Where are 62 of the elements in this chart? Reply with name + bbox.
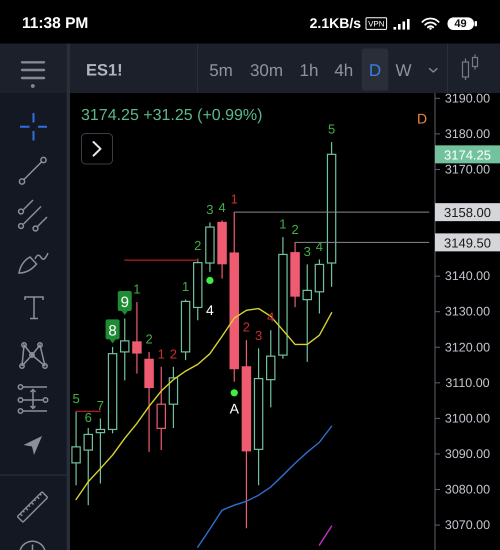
annotation: 4 (316, 238, 324, 254)
text: VPN (368, 19, 385, 28)
annotation: 3 (206, 201, 214, 216)
annotation: 4 (218, 199, 226, 214)
annotation: 9 (120, 293, 129, 310)
text: 2.1KB/s (310, 15, 362, 31)
annotation: 1 (182, 278, 190, 294)
y-tick-label: 3120.00 (444, 340, 490, 354)
text: 30m (250, 60, 284, 80)
y-tick-label: 3190.00 (444, 91, 490, 106)
annotation: 3 (304, 243, 311, 258)
text: D (368, 60, 382, 80)
candlestick (302, 264, 312, 362)
annotation: 1 (279, 216, 287, 232)
candlestick (266, 330, 276, 408)
y-tick-label: 3070.00 (444, 518, 490, 532)
candlestick (71, 410, 81, 486)
annotation: 1 (158, 346, 165, 361)
text: W (395, 60, 412, 80)
text: 1h (300, 60, 318, 80)
text: 4h (334, 60, 354, 80)
data-label: 3158.00 (444, 204, 491, 220)
candlestick (120, 318, 130, 381)
y-tick-label: 3100.00 (444, 411, 490, 426)
annotation: 8 (108, 322, 117, 339)
y-tick-label: 3170.00 (444, 162, 490, 176)
text: 3174.25 (444, 146, 491, 162)
candlestick (254, 348, 264, 486)
annotation: 7 (96, 397, 104, 412)
y-tick-label: 3110.00 (445, 376, 490, 390)
y-tick-label: 3180.00 (444, 126, 490, 141)
annotation: 6 (84, 410, 92, 425)
annotation: 2 (170, 346, 178, 361)
text: 11:38 PM (22, 14, 88, 32)
y-tick-label: 3080.00 (444, 482, 490, 497)
annotation: 2 (242, 319, 250, 334)
data-label: 3149.50 (444, 234, 491, 250)
candlestick (156, 366, 166, 451)
candlestick (132, 302, 142, 374)
chart-title: ES1! (86, 62, 123, 80)
annotation: 5 (72, 390, 80, 406)
annotation: 5 (328, 121, 336, 136)
annotation: 1 (230, 191, 238, 206)
line-series (197, 426, 332, 548)
y-tick-label: 3090.00 (444, 446, 490, 461)
annotation: D (416, 110, 428, 126)
annotation: 2 (291, 221, 299, 236)
annotation: 2 (194, 238, 202, 253)
annotation: 2 (145, 330, 153, 346)
text: 5m (209, 60, 233, 80)
y-tick-label: 3140.00 (444, 269, 490, 284)
annotation: 1 (133, 281, 141, 296)
candlestick (168, 366, 178, 429)
candlestick (84, 427, 93, 506)
y-tick-label: 3130.00 (444, 304, 490, 319)
annotation: 4 (206, 302, 214, 318)
text: 3174.25 +31.25 (+0.99%) (81, 106, 262, 124)
candlestick (96, 418, 106, 484)
text: 49 (454, 18, 467, 30)
annotation: A (230, 400, 240, 416)
candlestick (326, 141, 336, 288)
annotation: 3 (254, 327, 262, 342)
